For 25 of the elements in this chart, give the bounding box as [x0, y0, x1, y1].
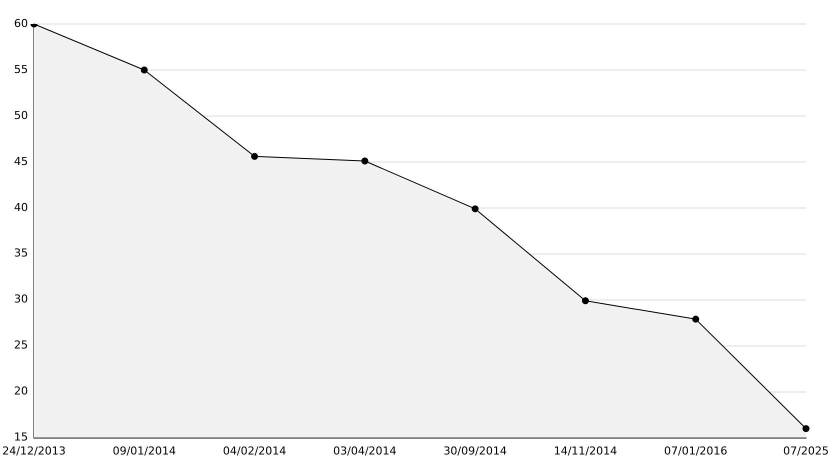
point	[472, 205, 479, 212]
point	[361, 158, 368, 165]
x-tick-label: 03/04/2014	[333, 444, 397, 458]
y-tick-label: 35	[14, 246, 28, 260]
y-tick-label: 40	[14, 200, 28, 214]
y-tick-label: 45	[14, 154, 28, 168]
y-tick-label: 30	[14, 292, 28, 306]
y-tick-label: 60	[14, 16, 28, 30]
x-tick-label: 07/2025	[783, 444, 829, 458]
x-tick-label: 14/11/2014	[554, 444, 618, 458]
x-tick-label: 04/02/2014	[222, 444, 286, 458]
x-tick-label: 30/09/2014	[443, 444, 507, 458]
x-tick-label: 09/01/2014	[112, 444, 176, 458]
x-tick-label: 24/12/2013	[2, 444, 66, 458]
point	[582, 297, 589, 304]
point	[692, 316, 700, 323]
y-tick-label: 15	[14, 430, 28, 444]
y-tick-label: 50	[14, 108, 28, 122]
y-tick-label: 25	[14, 338, 28, 352]
point	[802, 425, 810, 432]
point	[251, 152, 258, 160]
y-tick-label: 20	[14, 384, 28, 398]
point	[140, 66, 148, 74]
x-tick-label: 07/01/2016	[664, 444, 728, 458]
y-tick-label: 55	[14, 62, 28, 76]
